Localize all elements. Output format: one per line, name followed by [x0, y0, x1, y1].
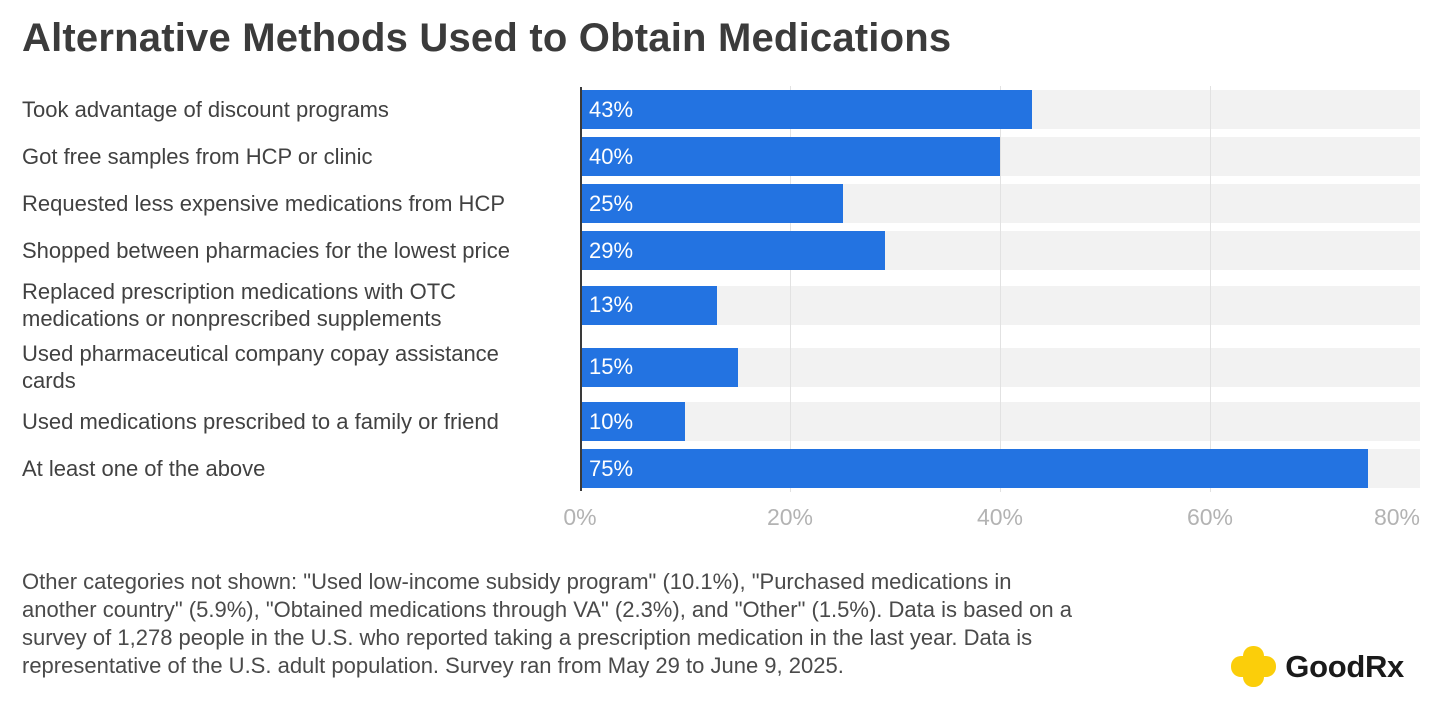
bar-rows: Took advantage of discount programs 43% … [22, 86, 1420, 492]
chart-row: Shopped between pharmacies for the lowes… [22, 227, 1420, 274]
category-label: Used medications prescribed to a family … [22, 409, 499, 434]
category-label: Got free samples from HCP or clinic [22, 144, 373, 169]
chart-row: Requested less expensive medications fro… [22, 180, 1420, 227]
bar-track: 40% [580, 137, 1420, 176]
chart-title: Alternative Methods Used to Obtain Medic… [22, 16, 952, 60]
bar: 13% [580, 285, 717, 325]
bar-value-label: 25% [589, 190, 634, 216]
bar-track: 15% [580, 347, 1420, 387]
category-label: Replaced prescription medications with O… [22, 279, 457, 331]
category-label: Took advantage of discount programs [22, 97, 389, 122]
bar-track: 43% [580, 90, 1420, 129]
bar: 15% [580, 347, 738, 387]
bar: 29% [580, 231, 885, 270]
footnote-line: another country" (5.9%), "Obtained medic… [22, 597, 1072, 622]
bar-track: 75% [580, 449, 1420, 488]
chart-row: Got free samples from HCP or clinic 40% [22, 133, 1420, 180]
x-axis-tick-label: 80% [1373, 504, 1420, 530]
bar: 75% [580, 449, 1368, 488]
category-label: At least one of the above [22, 456, 266, 481]
goodrx-wordmark: GoodRx [1285, 648, 1404, 684]
x-axis-tick-label: 0% [563, 504, 597, 530]
x-axis: 0% 20% 40% 60% 80% [563, 492, 1420, 534]
bar-value-label: 10% [589, 408, 634, 434]
plot-region: Took advantage of discount programs 43% … [22, 86, 1420, 492]
footnote: Other categories not shown: "Used low-in… [22, 568, 1440, 680]
bar: 43% [580, 90, 1032, 129]
goodrx-logo: GoodRx [1231, 645, 1404, 688]
y-axis-line [580, 87, 582, 491]
chart-row: Took advantage of discount programs 43% [22, 86, 1420, 133]
bar: 10% [580, 402, 685, 441]
goodrx-cross-icon [1231, 646, 1277, 687]
category-label: Shopped between pharmacies for the lowes… [22, 238, 510, 263]
footnote-line: Other categories not shown: "Used low-in… [22, 569, 1012, 594]
footnote-line: survey of 1,278 people in the U.S. who r… [22, 625, 1033, 650]
bar: 40% [580, 137, 1000, 176]
bar-value-label: 15% [589, 354, 634, 379]
bar-track: 10% [580, 402, 1420, 441]
x-axis-tick-label: 40% [976, 504, 1024, 530]
bar-track: 25% [580, 184, 1420, 223]
chart-row: At least one of the above 75% [22, 445, 1420, 492]
bar-value-label: 75% [589, 455, 634, 481]
chart-row: Replaced prescription medications with O… [22, 274, 1420, 336]
bar-value-label: 43% [589, 96, 634, 122]
chart-card: Alternative Methods Used to Obtain Medic… [22, 16, 1440, 680]
chart-row: Used pharmaceutical company copay assist… [22, 336, 1420, 398]
x-axis-tick-label: 60% [1186, 504, 1234, 530]
bar-value-label: 29% [589, 237, 634, 263]
bar-value-label: 13% [589, 292, 634, 317]
bar: 25% [580, 184, 843, 223]
bar-track: 29% [580, 231, 1420, 270]
bar-track: 13% [580, 285, 1420, 325]
footnote-line: representative of the U.S. adult populat… [22, 653, 844, 678]
x-axis-tick-label: 20% [766, 504, 814, 530]
chart-row: Used medications prescribed to a family … [22, 398, 1420, 445]
bar-value-label: 40% [589, 143, 634, 169]
category-label: Used pharmaceutical company copay assist… [22, 341, 499, 393]
category-label: Requested less expensive medications fro… [22, 191, 506, 216]
